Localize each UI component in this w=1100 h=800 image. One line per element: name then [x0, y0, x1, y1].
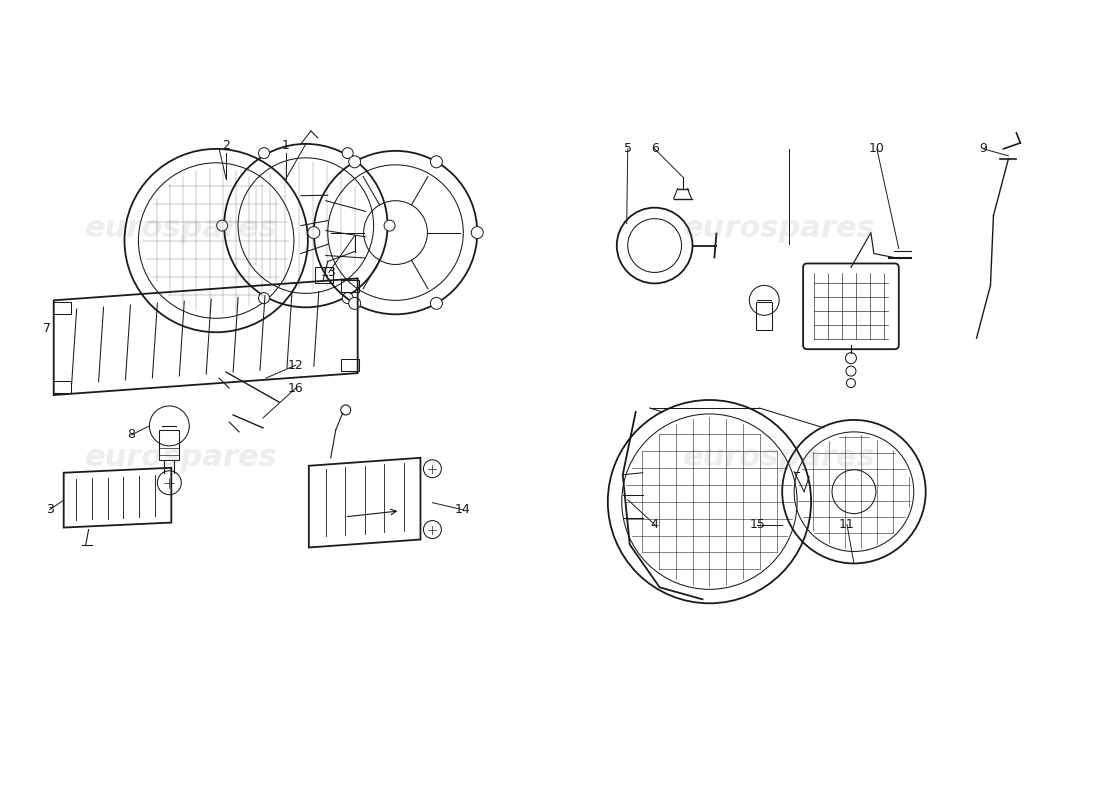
Circle shape	[349, 298, 361, 310]
Bar	[757, 302, 772, 330]
Text: eurospares: eurospares	[683, 214, 876, 243]
Text: eurospares: eurospares	[85, 214, 277, 243]
Circle shape	[258, 293, 270, 303]
Text: eurospares: eurospares	[683, 443, 876, 472]
Text: eurospares: eurospares	[85, 443, 277, 472]
Bar	[53, 381, 70, 393]
Text: 14: 14	[454, 503, 470, 516]
Circle shape	[430, 156, 442, 168]
Text: 15: 15	[749, 518, 766, 531]
Bar	[160, 430, 179, 460]
Text: 6: 6	[651, 142, 659, 155]
Text: 13: 13	[321, 266, 337, 279]
Circle shape	[349, 156, 361, 168]
Text: 4: 4	[651, 518, 659, 531]
Text: 5: 5	[624, 142, 631, 155]
Bar	[341, 359, 359, 371]
Text: 2: 2	[222, 139, 230, 152]
Circle shape	[342, 293, 353, 303]
Text: 10: 10	[869, 142, 884, 155]
Text: 12: 12	[288, 358, 304, 372]
Text: 8: 8	[128, 428, 135, 442]
Bar	[53, 302, 70, 314]
Circle shape	[430, 298, 442, 310]
Text: 9: 9	[980, 142, 988, 155]
Bar	[315, 267, 333, 283]
Circle shape	[308, 226, 320, 238]
Text: 3: 3	[46, 503, 54, 516]
Circle shape	[258, 148, 270, 158]
Text: 11: 11	[839, 518, 855, 531]
Text: 16: 16	[288, 382, 304, 394]
Circle shape	[384, 220, 395, 231]
Circle shape	[342, 148, 353, 158]
Bar	[341, 281, 359, 292]
Text: 7: 7	[43, 322, 51, 334]
Circle shape	[217, 220, 228, 231]
Text: 1: 1	[282, 139, 290, 152]
Circle shape	[471, 226, 483, 238]
